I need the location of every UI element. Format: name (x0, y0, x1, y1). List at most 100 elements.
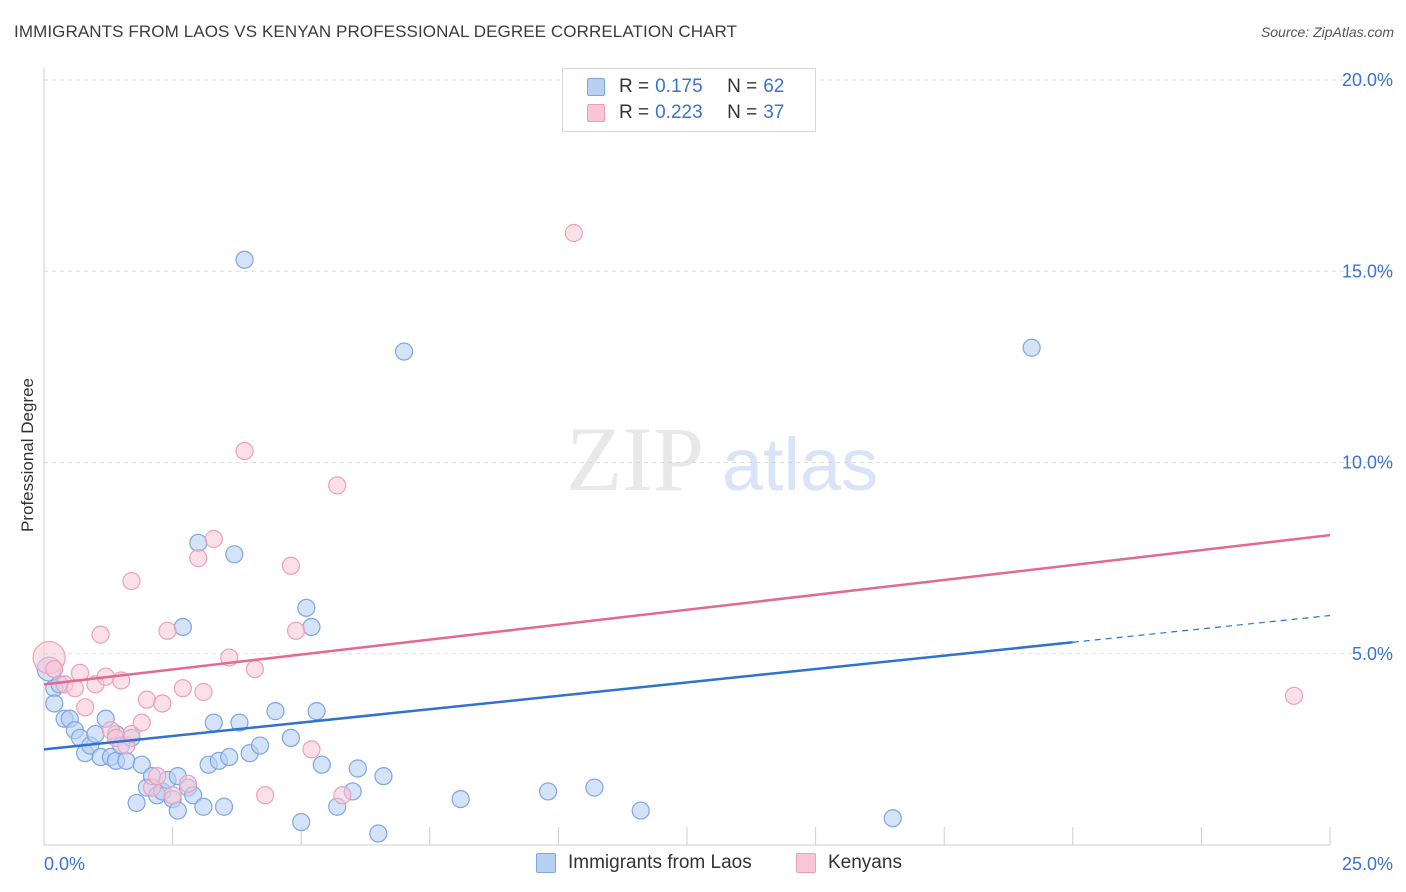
axes (43, 68, 1331, 846)
y-tick-label: 15.0% (1342, 261, 1393, 281)
point-kenyans (286, 621, 306, 640)
point-laos (297, 598, 316, 617)
bottom-legend-label-kenyans: Kenyans (828, 852, 902, 873)
legend-n-value: 62 (763, 76, 785, 97)
point-laos (189, 533, 208, 552)
point-laos (292, 812, 311, 832)
trend-line-laos-extension (1072, 614, 1331, 643)
point-kenyans (45, 659, 64, 679)
y-tick-label: 20.0% (1342, 70, 1393, 90)
point-kenyans (328, 476, 347, 495)
point-laos (302, 617, 321, 637)
point-kenyans (204, 529, 223, 549)
watermark-zip: ZIP (566, 408, 704, 510)
bottom-legend: Immigrants from Laos Kenyans (0, 852, 1406, 878)
point-kenyans (189, 549, 208, 568)
bottom-legend-swatch-kenyans (796, 853, 816, 873)
y-tick-label: 5.0% (1352, 644, 1393, 664)
legend-n-label: N = (727, 102, 758, 123)
x-tick-label: 0.0% (44, 854, 85, 874)
point-kenyans (178, 774, 198, 793)
point-laos (204, 713, 223, 732)
point-kenyans (122, 571, 141, 591)
watermark-atlas: atlas (722, 423, 878, 506)
x-tick-label: 25.0% (1342, 854, 1393, 874)
point-laos (86, 724, 105, 744)
y-tick-label: 10.0% (1342, 453, 1393, 473)
tick-labels: 5.0% 10.0% 15.0% 20.0% 0.0% 25.0% (44, 70, 1393, 874)
source-label: Source: ZipAtlas.com (1260, 24, 1394, 40)
point-laos (127, 793, 146, 813)
point-laos (348, 759, 367, 778)
point-laos (230, 713, 249, 732)
point-laos (1022, 338, 1041, 357)
point-laos (117, 751, 136, 770)
legend-n-value: 37 (763, 102, 785, 123)
point-laos (194, 797, 213, 816)
point-laos (883, 809, 902, 828)
point-laos (250, 736, 270, 755)
point-kenyans (1284, 686, 1304, 705)
point-kenyans (132, 713, 151, 732)
legend-swatch-laos (587, 78, 605, 96)
point-laos (168, 801, 187, 820)
point-laos (173, 617, 192, 637)
watermark: ZIP atlas (566, 408, 878, 510)
point-laos (539, 782, 558, 801)
point-kenyans (173, 679, 192, 698)
legend-r-value: 0.175 (655, 76, 703, 97)
point-laos (451, 789, 470, 809)
legend-r-label: R = (619, 102, 650, 123)
point-laos (132, 755, 151, 774)
point-laos (369, 824, 388, 843)
trend-line-laos (43, 641, 1073, 751)
point-laos (312, 755, 331, 774)
point-laos (585, 778, 604, 797)
legend-swatch-kenyans (587, 104, 605, 122)
point-kenyans (256, 786, 275, 805)
point-laos (266, 702, 285, 721)
bottom-legend-swatch-laos (536, 853, 556, 873)
legend-n-label: N = (727, 76, 758, 97)
point-kenyans (194, 682, 213, 702)
point-kenyans (137, 690, 156, 709)
legend: R = 0.175 N = 62 R = 0.223 N = 37 (562, 68, 816, 132)
trend-line-kenyans (43, 533, 1331, 686)
point-kenyans (235, 441, 254, 461)
point-laos (281, 728, 301, 748)
legend-row-kenyans: R = 0.223 N = 37 (587, 100, 784, 126)
trend-lines (43, 533, 1331, 751)
point-laos (394, 342, 414, 361)
point-kenyans (76, 698, 95, 717)
point-laos (631, 801, 650, 820)
point-kenyans (333, 786, 352, 805)
point-kenyans (153, 694, 172, 713)
series-laos-points (36, 250, 1041, 843)
point-kenyans (302, 740, 321, 759)
point-kenyans (158, 621, 177, 640)
chart-title: IMMIGRANTS FROM LAOS VS KENYAN PROFESSIO… (14, 22, 738, 41)
point-kenyans (148, 767, 167, 786)
bottom-legend-kenyans: Kenyans (796, 852, 902, 874)
point-kenyans (564, 223, 583, 243)
bottom-legend-label-laos: Immigrants from Laos (568, 852, 752, 873)
point-kenyans (91, 625, 110, 644)
point-laos (220, 747, 239, 767)
point-laos (374, 767, 393, 786)
point-laos (235, 250, 254, 269)
series-kenyans-points (32, 223, 1304, 805)
legend-r-value: 0.223 (655, 102, 703, 123)
point-kenyans (281, 556, 301, 575)
point-kenyans (245, 659, 265, 679)
point-laos (307, 702, 326, 721)
point-laos (225, 545, 244, 564)
point-kenyans (163, 786, 182, 805)
legend-r-label: R = (619, 76, 650, 97)
bottom-legend-laos: Immigrants from Laos (536, 852, 752, 874)
point-laos (45, 694, 64, 713)
point-laos (214, 797, 234, 816)
point-kenyans (122, 724, 141, 744)
gridlines (44, 79, 1395, 655)
legend-row-laos: R = 0.175 N = 62 (587, 74, 784, 100)
